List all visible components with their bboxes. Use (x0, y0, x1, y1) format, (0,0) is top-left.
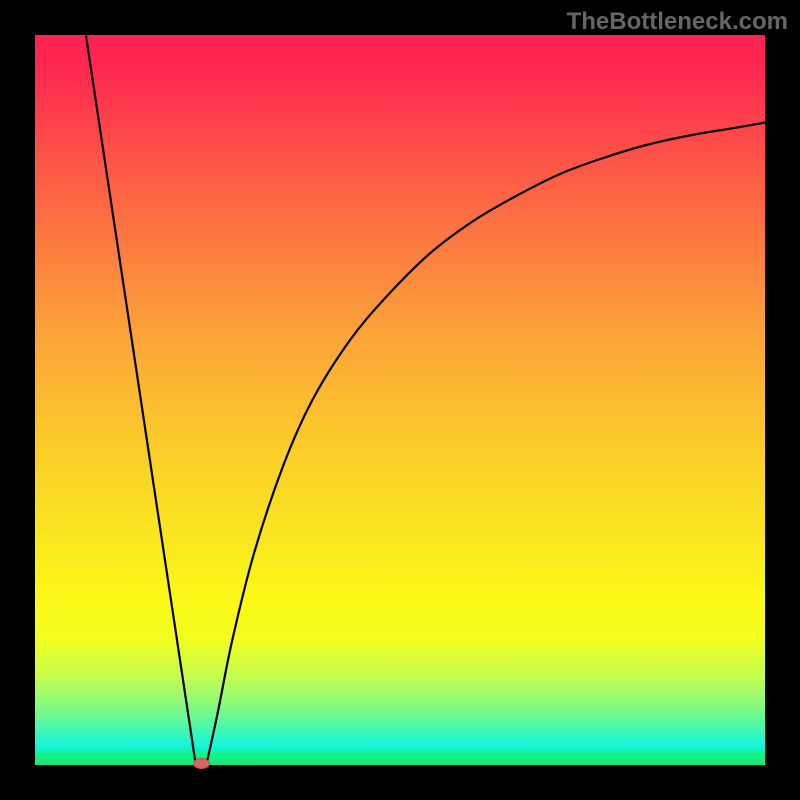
plot-area (35, 35, 765, 765)
optimal-marker (193, 759, 209, 769)
bottleneck-curve-chart (0, 0, 800, 800)
chart-container: TheBottleneck.com (0, 0, 800, 800)
watermark-text: TheBottleneck.com (567, 8, 788, 36)
